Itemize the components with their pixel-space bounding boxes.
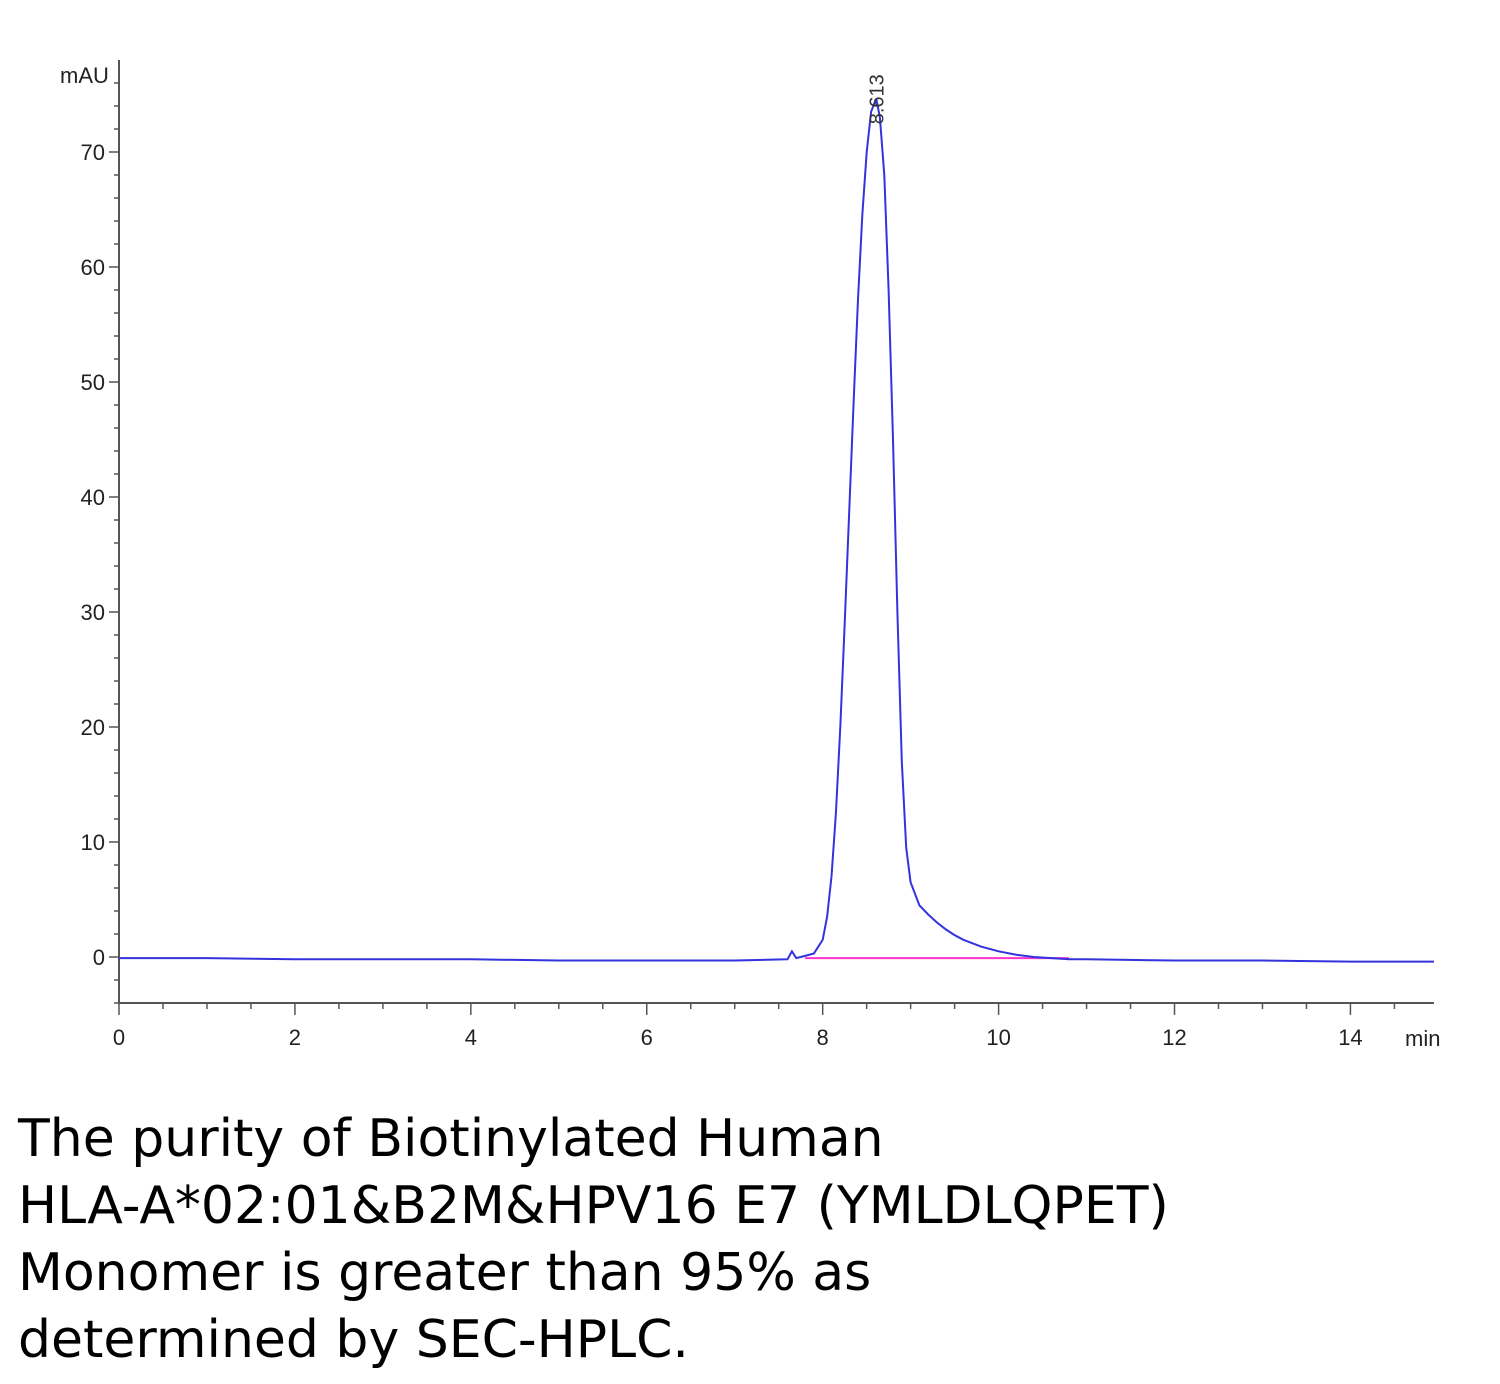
peak-retention-time-label: 8.613	[867, 74, 889, 124]
y-tick-label: 20	[81, 715, 105, 740]
y-tick-label: 10	[81, 830, 105, 855]
caption: The purity of Biotinylated Human HLA-A*0…	[18, 1106, 1478, 1374]
x-tick-label: 12	[1162, 1025, 1186, 1050]
x-tick-label: 0	[113, 1025, 125, 1050]
tick-labels: 0 10 20 30 40 50 60 70 0 2 4 6 8 10 12 14	[81, 140, 1363, 1050]
caption-line: HLA-A*02:01&B2M&HPV16 E7 (YMLDLQPET)	[18, 1176, 1169, 1236]
y-tick-label: 30	[81, 600, 105, 625]
caption-line: The purity of Biotinylated Human	[18, 1109, 884, 1169]
y-tick-label: 40	[81, 485, 105, 510]
caption-line: Monomer is greater than 95% as	[18, 1243, 872, 1303]
y-tick-label: 70	[81, 140, 105, 165]
x-tick-label: 8	[817, 1025, 829, 1050]
x-tick-label: 2	[289, 1025, 301, 1050]
axes	[118, 60, 1434, 1004]
y-axis-unit-label: mAU	[60, 63, 109, 88]
y-tick-label: 50	[81, 370, 105, 395]
x-tick-label: 6	[641, 1025, 653, 1050]
chromatogram-trace	[119, 99, 1434, 963]
x-tick-label: 14	[1338, 1025, 1362, 1050]
y-tick-label: 60	[81, 255, 105, 280]
caption-line: determined by SEC-HPLC.	[18, 1310, 689, 1370]
tick-marks	[109, 82, 1396, 1015]
x-axis-unit-label: min	[1405, 1026, 1440, 1051]
x-tick-label: 4	[465, 1025, 477, 1050]
chromatogram-chart: 0 10 20 30 40 50 60 70 0 2 4 6 8 10 12 14 mAU min 8.613	[60, 60, 1440, 1051]
y-tick-label: 0	[93, 945, 105, 970]
x-tick-label: 10	[986, 1025, 1010, 1050]
